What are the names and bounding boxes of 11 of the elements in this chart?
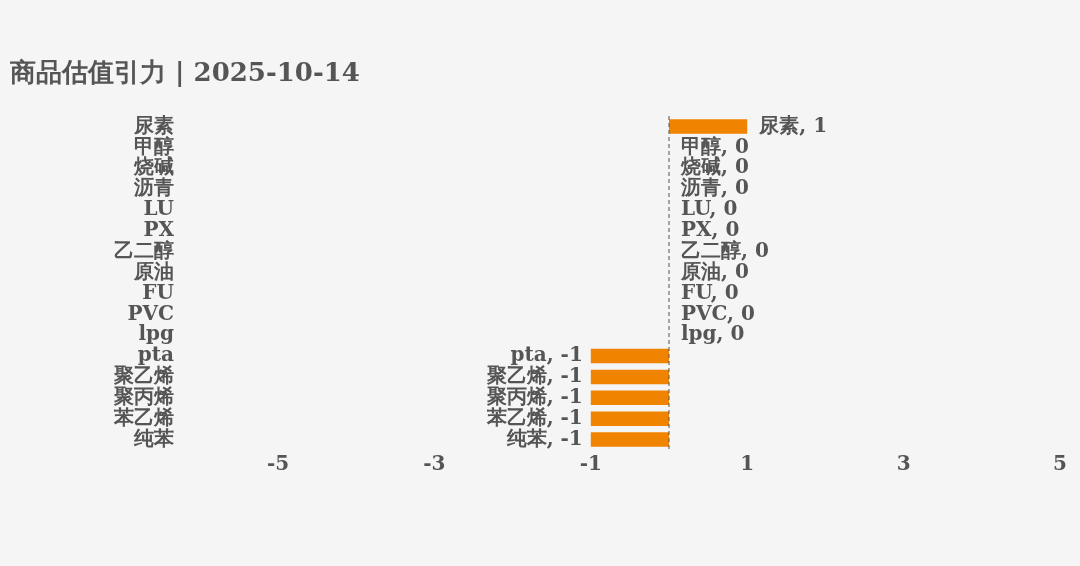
y-tick-label: 乙二醇 (114, 237, 174, 262)
x-tick-label: -1 (579, 451, 602, 476)
x-tick-label: -5 (266, 451, 290, 476)
x-tick-label: 5 (1053, 451, 1067, 476)
chart-title: 商品估值引力 | 2025-10-14 (9, 57, 360, 88)
x-tick-label: 1 (740, 451, 755, 476)
data-label: 尿素, 1 (758, 112, 828, 137)
x-tick-label: -3 (423, 451, 446, 476)
y-tick-label: 纯苯 (133, 425, 174, 450)
y-tick-label: 尿素 (133, 112, 174, 137)
x-tick-label: 3 (896, 451, 911, 476)
